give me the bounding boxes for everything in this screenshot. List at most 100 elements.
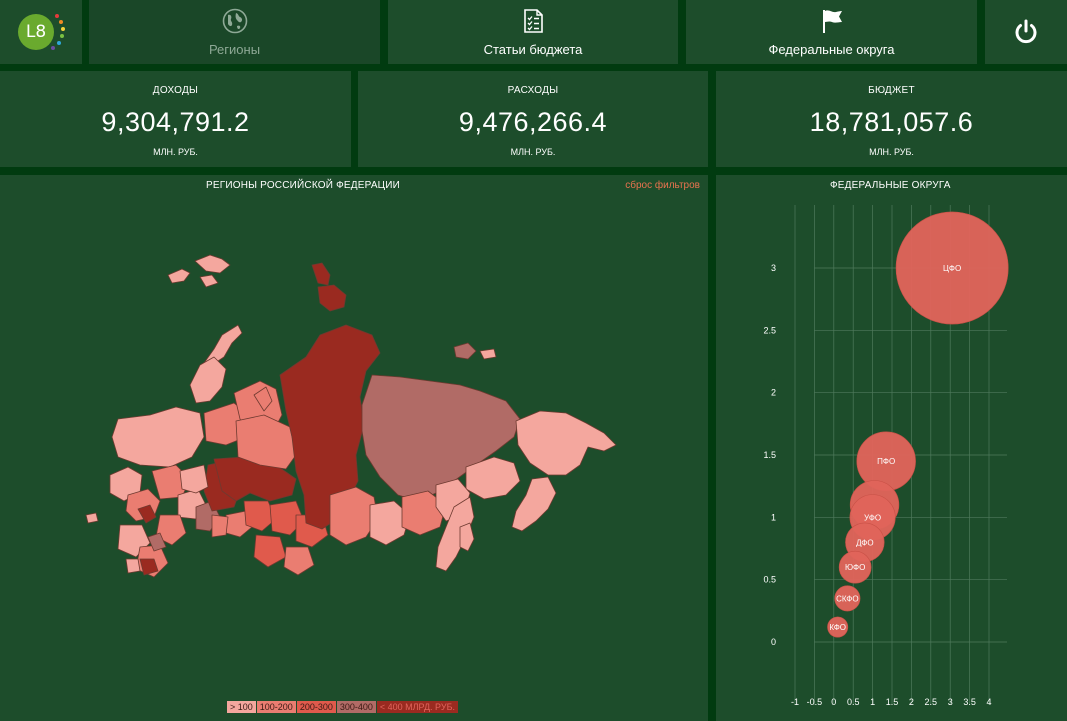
y-tick-label: 2	[771, 388, 776, 398]
map-region[interactable]	[253, 386, 273, 412]
logo-dot	[51, 46, 55, 50]
x-tick-label: 0.5	[847, 697, 860, 707]
x-tick-label: 4	[986, 697, 991, 707]
power-icon	[1015, 19, 1037, 44]
logo-dot	[60, 34, 64, 38]
globe-icon	[222, 8, 247, 34]
map-region[interactable]	[189, 356, 227, 404]
legend-item[interactable]: 100-200	[256, 701, 296, 713]
kpi-unit: МЛН. РУБ.	[153, 147, 198, 157]
federal-districts-chart-panel: ФЕДЕРАЛЬНЫЕ ОКРУГА -1 -0.5 0 0.5 1 1.5 2 2.5 3 3.…	[716, 175, 1067, 721]
map-title: РЕГИОНЫ РОССИЙСКОЙ ФЕДЕРАЦИИ	[206, 180, 401, 191]
map-region[interactable]	[435, 496, 475, 572]
map-region[interactable]	[194, 254, 231, 274]
map-region[interactable]	[459, 522, 475, 552]
x-tick-label: -0.5	[807, 697, 823, 707]
logo-dot	[57, 41, 61, 45]
bubble-СКФО[interactable]	[834, 585, 861, 612]
kpi-income: ДОХОДЫ 9,304,791.2 МЛН. РУБ.	[0, 71, 351, 167]
legend-item[interactable]: 300-400	[336, 701, 376, 713]
x-tick-label: 1	[870, 697, 875, 707]
bubble-label: СКФО	[836, 594, 858, 603]
kpi-budget: БЮДЖЕТ 18,781,057.6 МЛН. РУБ.	[716, 71, 1067, 167]
map-region[interactable]	[111, 406, 205, 468]
tab-federal-districts[interactable]: Федеральные округа	[686, 0, 977, 64]
map-region[interactable]	[125, 558, 141, 574]
x-tick-label: 3	[948, 697, 953, 707]
bubble-chart: -1 -0.5 0 0.5 1 1.5 2 2.5 3 3.5 4 0 0.5 1 1.5 2 2.5 3 ЦФО П…	[763, 205, 1009, 707]
chart-title: ФЕДЕРАЛЬНЫЕ ОКРУГА	[830, 180, 951, 191]
map-region[interactable]	[243, 500, 277, 532]
map-region[interactable]	[369, 500, 411, 546]
x-tick-label: -1	[791, 697, 799, 707]
map-region[interactable]	[253, 534, 287, 568]
y-tick-label: 1.5	[763, 450, 776, 460]
map-region[interactable]	[167, 268, 191, 284]
map-region[interactable]	[279, 324, 381, 530]
kpi-unit: МЛН. РУБ.	[510, 147, 556, 157]
logo-dot	[55, 14, 59, 18]
bubble-label: ЦФО	[943, 264, 961, 273]
map-region[interactable]	[147, 532, 167, 552]
tab-regions[interactable]: Регионы	[89, 0, 380, 64]
legend-item[interactable]: 200-300	[296, 701, 336, 713]
kpi-expense: РАСХОДЫ 9,476,266.4 МЛН. РУБ.	[358, 71, 708, 167]
map-region[interactable]	[453, 342, 477, 360]
map-region[interactable]	[283, 546, 315, 576]
map-region[interactable]	[199, 274, 219, 288]
y-tick-label: 3	[771, 263, 776, 273]
y-tick-label: 0.5	[763, 575, 776, 585]
bubble-label: УФО	[864, 513, 881, 522]
kpi-value: 18,781,057.6	[809, 107, 974, 137]
map-region[interactable]	[211, 514, 229, 538]
bubble-label: ПФО	[877, 457, 895, 466]
map-region[interactable]	[155, 514, 187, 546]
tab-budget-items-label: Статьи бюджета	[483, 42, 583, 57]
x-tick-label: 0	[831, 697, 836, 707]
logo: L8	[18, 14, 54, 50]
legend-item[interactable]: < 400 МЛРД. РУБ.	[376, 701, 458, 713]
map-region[interactable]	[479, 348, 497, 360]
kpi-title: РАСХОДЫ	[507, 85, 559, 96]
bubble-label: ДФО	[856, 538, 874, 547]
reset-filters-link[interactable]: сброс фильтров	[625, 180, 700, 191]
tab-budget-items[interactable]: Статьи бюджета	[388, 0, 678, 64]
map-region[interactable]	[179, 464, 209, 494]
map-region[interactable]	[235, 414, 297, 470]
tab-regions-label: Регионы	[208, 42, 261, 57]
kpi-title: ДОХОДЫ	[152, 85, 199, 96]
x-tick-label: 2	[909, 697, 914, 707]
map-region[interactable]	[85, 512, 99, 524]
map-region[interactable]	[317, 284, 347, 312]
map-region[interactable]	[515, 410, 617, 476]
map-region[interactable]	[311, 262, 331, 286]
logo-cell: L8	[0, 0, 82, 64]
y-tick-label: 0	[771, 637, 776, 647]
bubble-КФО[interactable]	[827, 616, 849, 638]
map-region[interactable]	[401, 490, 447, 536]
russia-map	[85, 254, 617, 578]
x-tick-label: 1.5	[886, 697, 899, 707]
tab-federal-districts-label: Федеральные округа	[768, 42, 895, 57]
kpi-value: 9,476,266.4	[458, 107, 608, 137]
power-button[interactable]	[985, 0, 1067, 64]
y-tick-label: 2.5	[763, 325, 776, 335]
logo-dot	[59, 20, 63, 24]
kpi-unit: МЛН. РУБ.	[869, 147, 914, 157]
checklist-icon	[524, 9, 543, 33]
x-tick-label: 2.5	[925, 697, 938, 707]
map-region[interactable]	[139, 558, 159, 576]
legend-item[interactable]: > 100	[227, 701, 256, 713]
x-tick-label: 3.5	[963, 697, 976, 707]
map-region[interactable]	[137, 504, 157, 524]
map-region[interactable]	[511, 476, 557, 532]
map-region[interactable]	[465, 456, 521, 500]
kpi-title: БЮДЖЕТ	[868, 85, 915, 96]
kpi-value: 9,304,791.2	[101, 107, 250, 137]
flag-icon	[822, 10, 842, 33]
bubble-ЮФО[interactable]	[838, 550, 872, 584]
bubble-ЦФО[interactable]	[895, 211, 1009, 325]
bubble-label: ЮФО	[845, 563, 865, 572]
regions-map-panel: РЕГИОНЫ РОССИЙСКОЙ ФЕДЕРАЦИИ сброс фильт…	[0, 175, 708, 721]
bubble-label: КФО	[829, 623, 846, 632]
